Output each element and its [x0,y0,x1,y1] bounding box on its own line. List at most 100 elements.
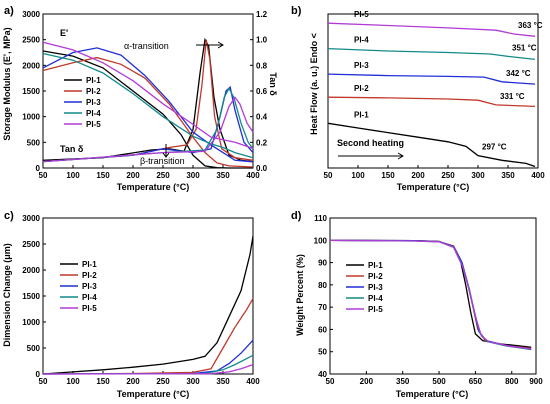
panel-d: d) Weight Percent (%) Temperature (°C) 5… [291,210,543,399]
tg-label: 342 °C [506,69,531,78]
dsc-line-pi-4 [327,47,536,61]
panel-label: d) [291,210,302,222]
y-tick-label: 110 [314,214,327,223]
y-tick-label: 0 [36,164,41,173]
y-tick-label: 50 [318,348,327,357]
x-tick-label: 150 [96,171,110,180]
legend-label: PI-1 [368,261,383,270]
y-tick-label: 1000 [22,113,40,122]
y2-tick-label: 0.0 [256,164,268,173]
tga-line-pi-5 [329,239,532,350]
x-tick-label: 200 [411,171,425,180]
dsc-line-pi-3 [327,73,536,85]
tg-label: 363 °C [518,21,543,30]
dsc-line-pi-1 [327,122,536,168]
legend-label: PI-4 [82,293,97,302]
x-tick-label: 150 [96,377,110,386]
dsc-line-pi-5 [327,22,536,37]
y2-tick-label: 0.2 [256,138,268,147]
legend-label: PI-5 [86,120,101,129]
legend-label: PI-5 [368,305,383,314]
x-tick-label: 650 [469,377,483,386]
panel-label: c) [4,210,14,222]
y2-tick-label: 0.8 [256,61,268,70]
x-tick-label: 100 [351,171,365,180]
legend-label: PI-1 [86,76,101,85]
modulus-line-pi-4 [42,52,254,159]
x-tick-label: 200 [360,377,374,386]
beta-transition-label: β-transition [140,156,185,166]
tg-label: 351 °C [512,43,537,52]
legend-label: PI-2 [82,271,97,280]
second-heating-label: Second heating [337,138,404,148]
series-label: PI-2 [354,84,369,93]
series-label: PI-3 [354,61,369,70]
x-tick-label: 350 [216,377,230,386]
y2-axis-label: Tan δ [268,72,278,96]
series-label: PI-1 [354,110,369,119]
x-tick-label: 350 [396,377,410,386]
y2-tick-label: 1.0 [256,36,268,45]
modulus-line-pi-1 [42,50,253,169]
modulus-line-pi-3 [42,47,254,163]
legend-label: PI-3 [368,283,383,292]
y-tick-label: 80 [318,281,327,290]
x-tick-label: 50 [39,377,48,386]
y-tick-label: 500 [27,344,41,353]
tg-label: 331 °C [500,92,525,101]
y-tick-label: 1500 [22,292,40,301]
y2-tick-label: 0.6 [256,87,268,96]
legend-label: PI-2 [86,87,101,96]
modulus-line-pi-2 [42,56,254,168]
x-tick-label: 500 [432,377,446,386]
legend-label: PI-5 [82,304,97,313]
panel-b: b) Heat Flow (a. u.) Endo < Temperature … [291,5,545,192]
e-prime-label: E' [60,28,68,38]
x-tick-label: 900 [529,377,543,386]
legend: PI-1 PI-2 PI-3 PI-4 PI-5 [346,261,383,314]
legend-label: PI-3 [86,98,101,107]
modulus-line-pi-5 [42,41,254,150]
x-tick-label: 200 [126,377,140,386]
y-tick-label: 40 [318,370,327,379]
tga-line-pi-4 [329,239,532,351]
beta-arrow [162,144,170,158]
x-tick-label: 400 [531,171,545,180]
y-tick-label: 2000 [22,266,40,275]
x-tick-label: 50 [326,377,335,386]
x-tick-label: 200 [126,171,140,180]
plot-frame [327,13,539,169]
x-tick-label: 400 [246,377,260,386]
series-label: PI-5 [354,10,369,19]
x-tick-label: 100 [66,377,80,386]
legend-label: PI-2 [368,272,383,281]
tma-line-pi-3 [42,339,254,375]
y-tick-label: 60 [318,325,327,334]
tma-line-pi-5 [42,363,254,375]
x-tick-label: 150 [381,171,395,180]
y-tick-label: 3000 [22,10,40,19]
x-axis-label: Temperature (°C) [396,389,468,399]
legend-label: PI-4 [368,294,383,303]
y-tick-label: 0 [36,370,41,379]
x-tick-label: 250 [156,377,170,386]
panel-label: b) [291,5,302,17]
x-tick-label: 350 [501,171,515,180]
y-axis-label: Dimension Change (μm) [2,243,12,347]
x-axis-label: Temperature (°C) [397,182,469,192]
legend: PI-1 PI-2 PI-3 PI-4 PI-5 [64,76,101,129]
legend-label: PI-1 [82,260,97,269]
y-tick-label: 100 [314,236,328,245]
tga-line-pi-1 [329,239,532,348]
x-tick-label: 350 [216,171,230,180]
tma-line-pi-2 [42,298,254,375]
x-tick-label: 50 [39,171,48,180]
x-tick-label: 300 [186,377,200,386]
tga-line-pi-3 [329,239,532,351]
y-axis-label: Storage Modulus (E', MPa) [2,27,12,140]
y-tick-label: 2500 [22,240,40,249]
y-tick-label: 2500 [22,36,40,45]
legend-label: PI-3 [82,282,97,291]
panel-a: a) Storage Modulus (E', MPa) Tan δ Tempe… [2,5,278,192]
